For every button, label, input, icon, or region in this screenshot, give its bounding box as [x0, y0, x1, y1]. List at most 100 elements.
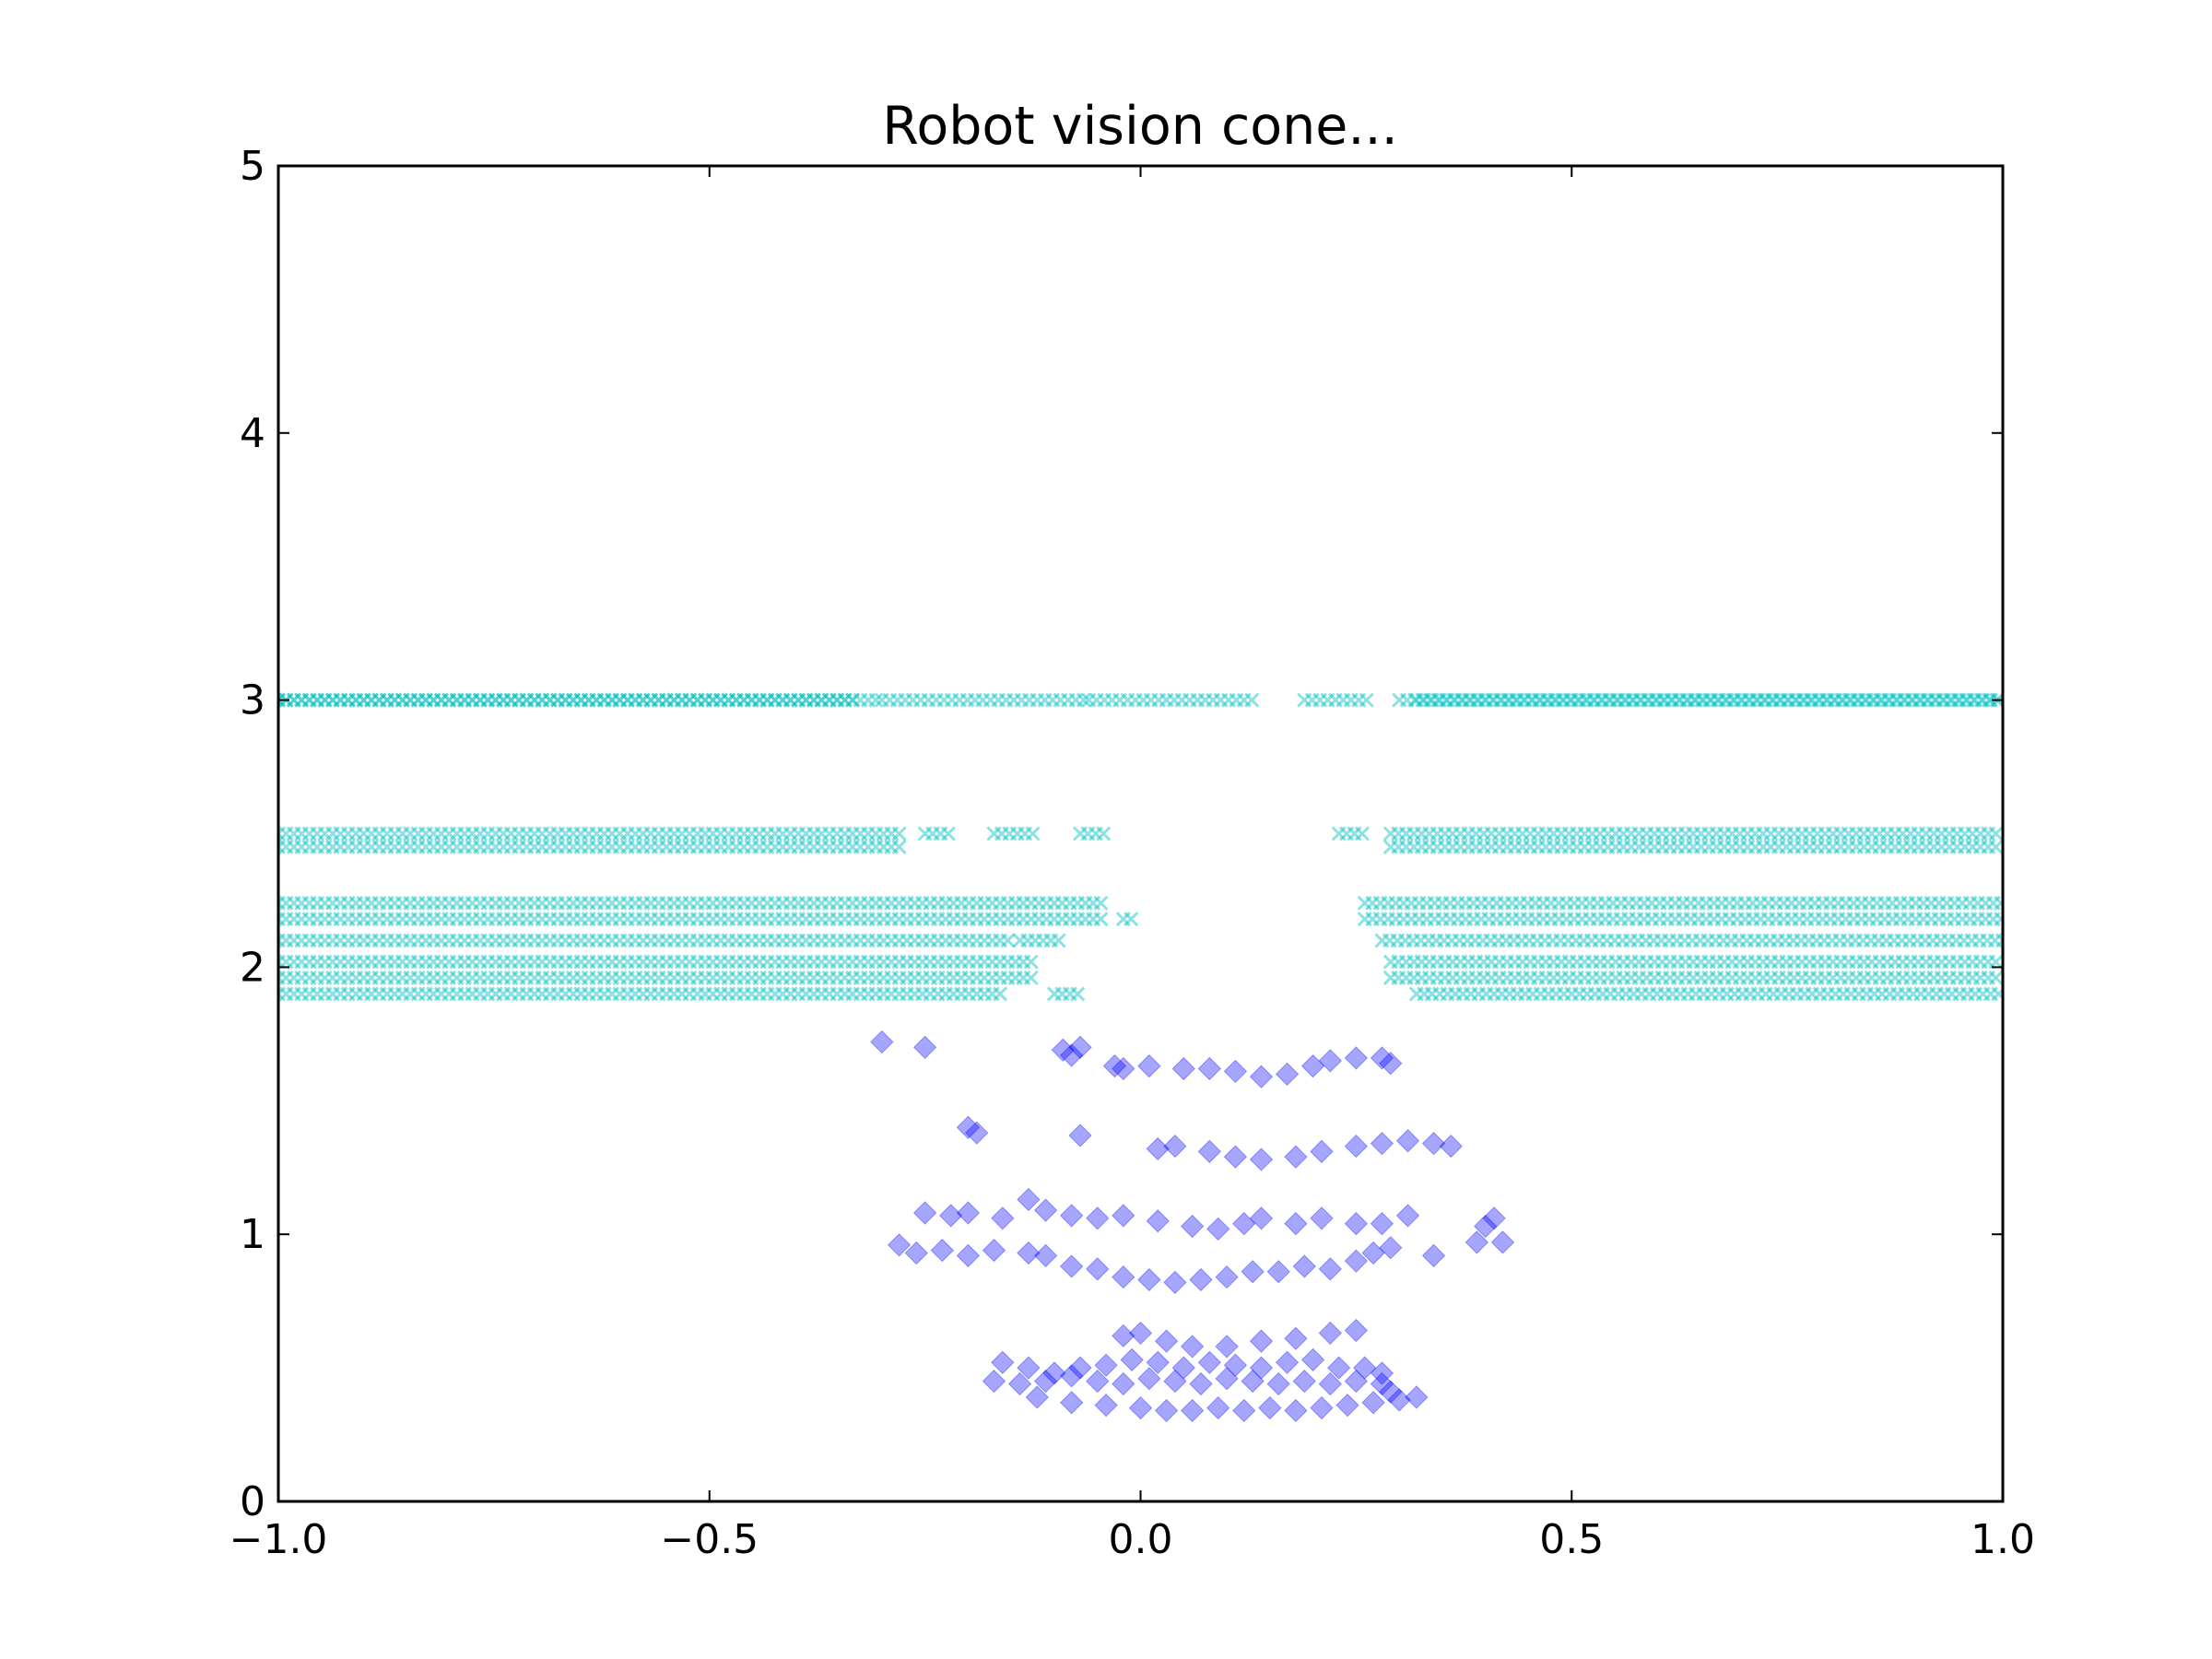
x-marker-point [1874, 692, 1890, 708]
x-marker-point [1548, 986, 1564, 1002]
x-marker-point [1391, 970, 1406, 986]
x-marker-point [550, 912, 566, 927]
x-marker-point [767, 986, 782, 1002]
x-marker-point [1453, 970, 1468, 986]
x-marker-point [1584, 954, 1600, 970]
x-marker-point [1973, 692, 1989, 708]
x-marker-point [1818, 970, 1833, 986]
x-marker-point [1872, 839, 1888, 855]
x-marker-point [1471, 692, 1487, 708]
x-marker-point [689, 895, 705, 911]
x-marker-point [791, 692, 806, 708]
diamond-marker-point [1275, 1350, 1300, 1375]
x-marker-point [628, 839, 643, 855]
x-marker-point [433, 970, 449, 986]
x-marker-point [503, 826, 519, 841]
x-marker-point [658, 986, 675, 1002]
diamond-marker-point [1370, 1211, 1394, 1236]
x-marker-point [433, 826, 449, 841]
x-marker-point [310, 692, 325, 708]
x-marker-point [860, 895, 876, 911]
x-marker-point [526, 933, 542, 948]
x-marker-point [1646, 933, 1662, 948]
x-marker-point [1905, 986, 1921, 1002]
x-marker-point [923, 912, 938, 927]
diamond-marker-point [1068, 1356, 1092, 1380]
x-marker-point [418, 692, 434, 708]
x-marker-point [1972, 970, 1988, 986]
x-marker-point [1577, 826, 1593, 841]
x-marker-point [465, 839, 480, 855]
x-marker-point [1835, 692, 1851, 708]
x-marker-point [333, 826, 348, 841]
x-marker-point [953, 986, 969, 1002]
x-marker-point [410, 826, 426, 841]
x-marker-point [705, 912, 721, 927]
x-marker-point [736, 912, 752, 927]
x-marker-point [1535, 912, 1551, 927]
diamond-marker-point [1318, 1371, 1343, 1396]
x-marker-point [651, 954, 666, 970]
x-marker-point [1972, 839, 1988, 855]
x-marker-point [1398, 970, 1414, 986]
x-marker-point [1758, 692, 1773, 708]
x-marker-point [465, 692, 480, 708]
x-marker-point [1677, 954, 1693, 970]
diamond-marker-point [1215, 1335, 1239, 1359]
x-marker-point [363, 692, 380, 708]
x-marker-point [1866, 692, 1882, 708]
x-marker-point [581, 912, 596, 927]
x-marker-point [628, 692, 643, 708]
x-marker-point [1980, 933, 1995, 948]
x-marker-point [1703, 692, 1719, 708]
x-marker-point [1887, 826, 1903, 841]
x-marker-point [1486, 986, 1502, 1002]
x-marker-point [1913, 692, 1929, 708]
x-marker-point [418, 970, 434, 986]
x-marker-point [853, 826, 868, 841]
x-marker-point [542, 839, 558, 855]
x-marker-point [1824, 933, 1840, 948]
x-marker-point [480, 912, 496, 927]
x-marker-point [961, 895, 977, 911]
x-marker-point [1644, 895, 1660, 911]
x-marker-point [333, 692, 348, 708]
x-marker-point [604, 970, 620, 986]
x-marker-point [363, 970, 380, 986]
x-marker-point [1966, 692, 1982, 708]
x-marker-point [891, 986, 907, 1002]
x-marker-point [984, 954, 1000, 970]
x-marker-point [496, 692, 512, 708]
x-marker-point [1856, 970, 1872, 986]
x-marker-point [698, 986, 713, 1002]
x-marker-point [775, 692, 791, 708]
x-marker-point [1964, 933, 1980, 948]
x-marker-point [1630, 933, 1646, 948]
x-marker-point [488, 986, 503, 1002]
x-marker-point [1954, 895, 1971, 911]
x-marker-point [1437, 826, 1453, 841]
x-marker-point [1981, 970, 1996, 986]
x-marker-point [519, 986, 535, 1002]
x-marker-point [310, 839, 325, 855]
x-marker-point [1510, 692, 1525, 708]
x-marker-point [1908, 895, 1924, 911]
diamond-marker-point [1215, 1265, 1239, 1289]
x-marker-point [1578, 692, 1594, 708]
x-marker-point [573, 970, 589, 986]
x-marker-point [721, 839, 736, 855]
x-marker-point [1380, 912, 1396, 927]
x-marker-point [992, 970, 1008, 986]
x-marker-point [1913, 986, 1929, 1002]
x-marker-point [1806, 912, 1823, 927]
x-marker-point [1382, 933, 1397, 948]
x-marker-point [1476, 970, 1491, 986]
x-marker-point [379, 970, 394, 986]
x-marker-point [798, 839, 814, 855]
x-marker-point [844, 826, 861, 841]
x-marker-point [604, 692, 620, 708]
x-marker-point [1538, 839, 1554, 855]
x-marker-point [1421, 826, 1437, 841]
x-marker-point [938, 933, 954, 948]
diamond-marker-point [1223, 1059, 1248, 1084]
